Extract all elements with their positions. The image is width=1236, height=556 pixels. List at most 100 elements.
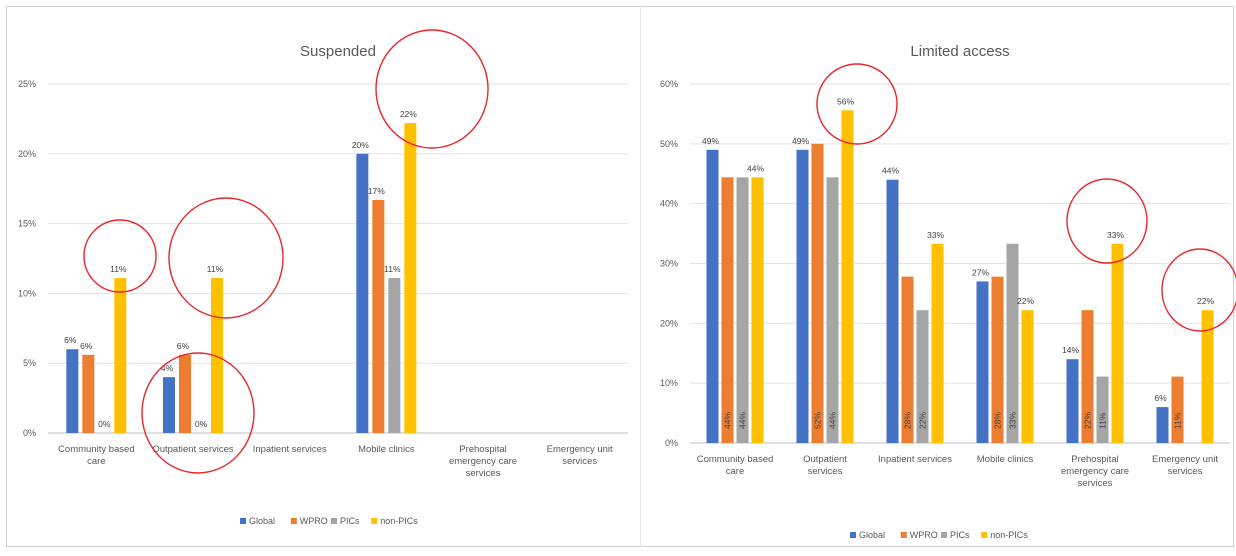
- bar-non-pics: [404, 123, 417, 433]
- data-label: 28%: [903, 412, 913, 429]
- data-label: 22%: [1197, 296, 1214, 306]
- data-label: 17%: [368, 186, 385, 196]
- chart-title: Suspended: [300, 43, 376, 60]
- bar-wpro: [1171, 376, 1184, 443]
- highlight-circle: [83, 219, 157, 293]
- bar-global: [706, 149, 719, 444]
- bar-non-pics: [841, 110, 854, 444]
- bar-non-pics: [1111, 243, 1124, 443]
- data-label: 6%: [177, 341, 190, 351]
- bar-global: [976, 281, 989, 443]
- x-category-label: services: [466, 468, 501, 479]
- figure-frame: [6, 6, 1234, 547]
- x-category-label: Mobile clinics: [358, 444, 415, 455]
- data-label: 11%: [384, 264, 401, 274]
- x-category-label: Outpatient services: [152, 444, 234, 455]
- x-category-label: Prehospital: [459, 444, 507, 455]
- data-label: 33%: [1008, 412, 1018, 429]
- panel-divider: [640, 6, 641, 547]
- highlight-circle: [375, 29, 489, 149]
- x-category-label: Inpatient services: [878, 454, 952, 465]
- y-tick-label: 60%: [660, 79, 678, 89]
- data-label: 49%: [702, 136, 719, 146]
- x-category-label: emergency care: [1061, 466, 1129, 477]
- data-label: 11%: [207, 264, 224, 274]
- data-label: 22%: [1083, 412, 1093, 429]
- bar-global: [1066, 359, 1079, 443]
- data-label: 6%: [80, 341, 93, 351]
- chart-panel-limited-access: Limited access 0% 10% 20% 30% 40% 50% 60% 49% 44%…: [640, 0, 1236, 551]
- x-category-label: services: [1168, 466, 1203, 477]
- data-label: 6%: [64, 335, 77, 345]
- bar-global: [796, 149, 809, 444]
- data-label: 6%: [1154, 393, 1167, 403]
- highlight-circle: [816, 63, 898, 145]
- x-category-label: Mobile clinics: [977, 454, 1034, 465]
- bar-wpro: [721, 177, 734, 443]
- bar-pics: [736, 177, 749, 443]
- x-category-label: Emergency unit: [547, 444, 613, 455]
- data-label: 0%: [98, 419, 111, 429]
- bar-non-pics: [1021, 310, 1034, 443]
- bar-wpro: [372, 199, 385, 433]
- data-label: 33%: [927, 230, 944, 240]
- data-label: 28%: [993, 412, 1003, 429]
- y-tick-label: 40%: [660, 199, 678, 209]
- bar-wpro: [82, 354, 95, 433]
- data-label: 11%: [110, 264, 127, 274]
- legend-label-global: Global: [859, 530, 885, 540]
- y-tick-label: 20%: [18, 149, 36, 159]
- bar-global: [356, 153, 369, 434]
- legend-label-pics: PICs: [950, 530, 970, 540]
- data-label: 27%: [972, 267, 989, 277]
- bar-global: [66, 349, 79, 433]
- bar-wpro: [811, 143, 824, 444]
- bar-pics: [826, 177, 839, 443]
- legend-swatch-wpro: [290, 518, 297, 524]
- bar-wpro: [991, 276, 1004, 443]
- suspended-chart-svg: Suspended0%5%10%15%20%25%6%6%0%11%Commun…: [18, 29, 628, 526]
- highlight-circle: [1161, 248, 1236, 332]
- x-category-label: services: [562, 456, 597, 467]
- bar-non-pics: [114, 278, 127, 433]
- data-label: 44%: [738, 412, 748, 429]
- legend-swatch-pics: [941, 532, 947, 538]
- chart-title: Limited access: [910, 43, 1009, 60]
- x-category-label: Emergency unit: [1152, 454, 1218, 465]
- x-category-label: Outpatient: [803, 454, 847, 465]
- legend-label-wpro: WPRO: [300, 516, 328, 526]
- data-label: 14%: [1062, 345, 1079, 355]
- legend-swatch-non-pics: [981, 532, 988, 538]
- data-label: 52%: [813, 412, 823, 429]
- highlight-circle: [168, 197, 284, 319]
- bar-global: [1156, 407, 1169, 443]
- limited-access-chart-svg: Limited access 0% 10% 20% 30% 40% 50% 60% 49% 44%…: [660, 43, 1236, 540]
- legend-swatch-global: [850, 532, 856, 538]
- chart-panel-suspended: Suspended 0% 5% 10% 15% 20% 25% 6% 6% 0% 11% Commun…: [18, 29, 628, 526]
- x-category-label: services: [1078, 478, 1113, 489]
- bar-non-pics: [931, 243, 944, 443]
- data-label: 56%: [837, 96, 854, 106]
- bar-global: [163, 377, 175, 433]
- y-tick-label: 15%: [18, 219, 36, 229]
- bar-pics: [1006, 243, 1019, 443]
- data-label: 20%: [352, 140, 369, 150]
- legend-swatch-wpro: [900, 532, 907, 538]
- legend-label-global: Global: [249, 516, 275, 526]
- legend-label-wpro: WPRO: [910, 530, 938, 540]
- y-tick-label: 30%: [660, 259, 678, 269]
- legend-swatch-non-pics: [371, 518, 378, 524]
- legend-label-pics: PICs: [340, 516, 360, 526]
- y-tick-label: 10%: [18, 288, 36, 298]
- x-category-label: Prehospital: [1071, 454, 1119, 465]
- y-tick-label: 5%: [23, 358, 36, 368]
- x-category-label: Inpatient services: [253, 444, 327, 455]
- data-label: 44%: [828, 412, 838, 429]
- highlight-circle: [1066, 178, 1148, 264]
- bar-non-pics: [751, 177, 764, 443]
- data-label: 44%: [723, 412, 733, 429]
- y-tick-label: 50%: [660, 139, 678, 149]
- bar-wpro: [179, 354, 191, 433]
- y-tick-label: 25%: [18, 79, 36, 89]
- y-tick-label: 0%: [23, 428, 36, 438]
